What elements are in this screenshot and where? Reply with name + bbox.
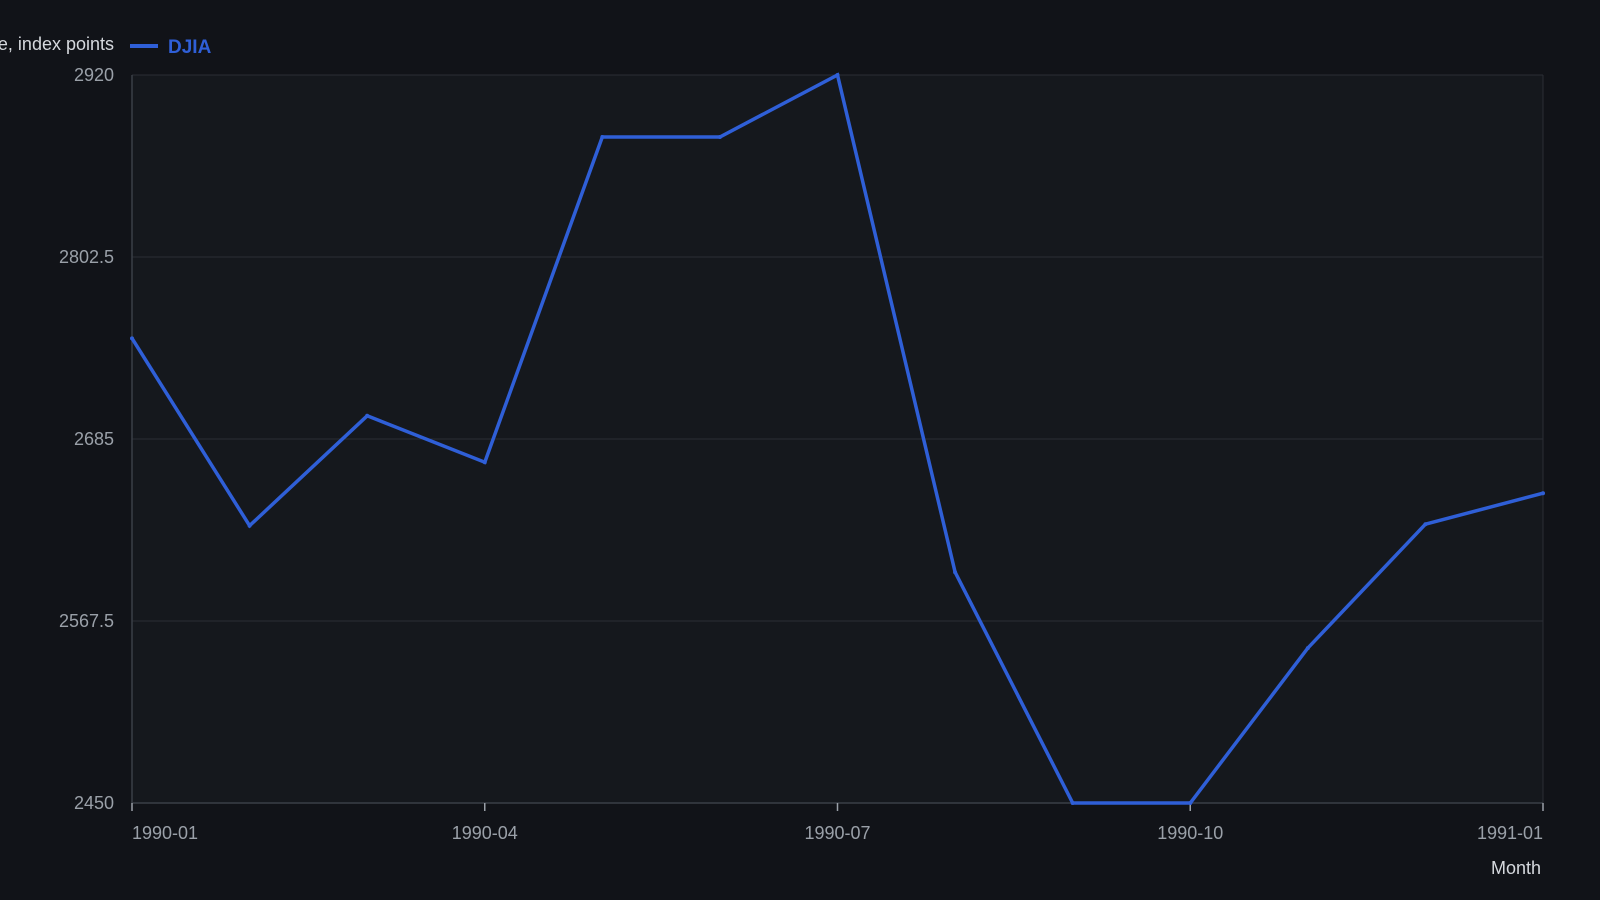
axes: 2450 2567.5 2685 2802.5 2920 1990-01 1990-04 19… — [59, 65, 1544, 843]
y-tick-label: 2567.5 — [59, 611, 114, 631]
data-point — [953, 570, 958, 575]
x-axis-title: Month — [1491, 858, 1541, 878]
y-axis-title: Close, index points — [0, 34, 114, 54]
data-point — [1423, 522, 1428, 527]
y-tick-label: 2450 — [74, 793, 114, 813]
y-tick-label: 2920 — [74, 65, 114, 85]
legend: DJIA — [130, 37, 212, 58]
series-layer — [130, 72, 1545, 805]
data-point — [717, 134, 722, 139]
data-point — [482, 460, 487, 465]
data-point — [130, 336, 134, 341]
data-point — [1541, 491, 1545, 496]
x-tick-label: 1990-04 — [452, 823, 518, 843]
x-tick-label: 1991-01 — [1477, 823, 1543, 843]
y-tick-label: 2685 — [74, 429, 114, 449]
data-point — [835, 73, 840, 77]
x-tick-label: 1990-01 — [132, 823, 198, 843]
x-tick-label: 1990-10 — [1157, 823, 1223, 843]
data-point — [247, 523, 252, 528]
legend-label-djia: DJIA — [168, 37, 212, 58]
data-point — [1305, 646, 1310, 651]
y-tick-label: 2802.5 — [59, 247, 114, 267]
x-tick-label: 1990-07 — [804, 823, 870, 843]
data-point — [1070, 801, 1075, 805]
data-point — [600, 134, 605, 139]
data-point — [1188, 801, 1193, 805]
data-point — [365, 413, 370, 418]
